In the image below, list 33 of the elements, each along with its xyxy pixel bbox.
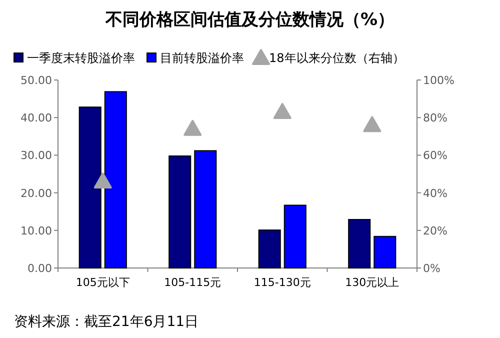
bar: [194, 150, 217, 268]
point: [94, 172, 112, 189]
bar: [348, 218, 371, 268]
point: [184, 120, 202, 136]
bar: [284, 204, 306, 268]
bar: [168, 155, 192, 268]
y2-tick-label: 100%: [423, 74, 454, 87]
y-tick-label: 0.00: [28, 262, 52, 275]
y-tick-label: 50.00: [20, 74, 52, 87]
y-tick-label: 10.00: [20, 224, 52, 238]
bar: [374, 236, 396, 268]
text: 资料来源：截至21年6月11日: [14, 314, 199, 330]
point: [273, 102, 292, 119]
y2-tick-label: 20%: [423, 224, 448, 238]
legend-label: 一季度末转股溢价率: [27, 51, 135, 65]
bar: [258, 230, 281, 268]
x-tick-label: 115-130元: [254, 276, 311, 289]
point: [363, 116, 382, 132]
y2-tick-label: 0%: [423, 262, 440, 275]
y-tick-label: 20.00: [20, 186, 52, 200]
y2-tick-label: 60%: [423, 149, 448, 162]
y-tick-label: 40.00: [20, 112, 52, 125]
y2-tick-label: 80%: [423, 112, 448, 125]
bar: [78, 106, 102, 268]
y-tick-label: 30.00: [20, 149, 52, 162]
x-tick-label: 105-115元: [164, 276, 222, 289]
bar: [104, 91, 127, 268]
chart-title: 不同价格区间估值及分位数情况（%）: [104, 10, 395, 30]
y2-tick-label: 40%: [423, 186, 448, 200]
x-tick-label: 130元以上: [345, 276, 400, 289]
x-tick-label: 105元以下: [76, 276, 130, 289]
legend-label: 目前转股溢价率: [160, 51, 244, 65]
legend-label: 18年以来分位数（右轴）: [269, 51, 404, 65]
